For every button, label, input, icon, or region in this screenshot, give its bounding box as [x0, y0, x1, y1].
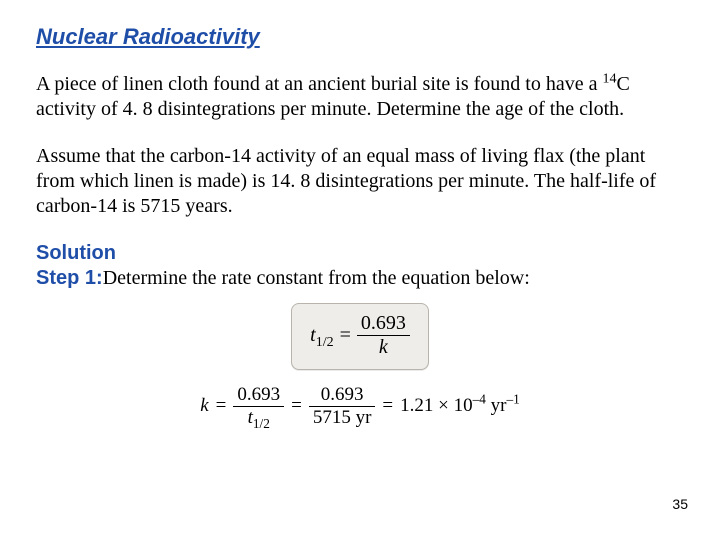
result-coeff: 1.21: [400, 395, 433, 416]
formula-fraction: 0.693 k: [357, 312, 410, 359]
solution-label: Solution: [36, 242, 116, 264]
problem-paragraph-2: Assume that the carbon-14 activity of an…: [36, 144, 684, 219]
calc-f2-num: 0.693: [309, 384, 376, 407]
half-life-formula-box: t1/2 = 0.693 k: [36, 303, 684, 370]
problem-text-1a: A piece of linen cloth found at an ancie…: [36, 73, 603, 95]
result-times: ×: [438, 395, 449, 416]
rate-constant-calculation: k = 0.693 t1/2 = 0.693 5715 yr = 1.21 × …: [36, 384, 684, 429]
equals-3: =: [382, 395, 393, 417]
result-base: 10: [454, 395, 473, 416]
formula-box: t1/2 = 0.693 k: [291, 303, 429, 370]
calc-fraction-2: 0.693 5715 yr: [309, 384, 376, 429]
formula-numerator: 0.693: [357, 312, 410, 336]
result-unit-exp: –1: [506, 392, 519, 407]
page-number: 35: [672, 496, 688, 512]
solution-block: Solution Step 1:Determine the rate const…: [36, 241, 684, 291]
t-half-lhs: t1/2: [310, 324, 333, 347]
equals-sign: =: [340, 324, 351, 347]
formula-denominator: k: [357, 336, 410, 359]
k-var: k: [200, 395, 208, 417]
calc-result: 1.21 × 10–4 yr–1: [400, 395, 520, 417]
step-1-text: Determine the rate constant from the equ…: [103, 267, 530, 289]
page-title: Nuclear Radioactivity: [36, 24, 684, 50]
formula-equation: t1/2 = 0.693 k: [310, 312, 410, 359]
t-half-sub-den: 1/2: [253, 416, 270, 431]
result-exponent: –4: [473, 392, 486, 407]
calc-f1-num: 0.693: [233, 384, 284, 407]
step-1-label: Step 1:: [36, 267, 103, 289]
c14-superscript: 14: [603, 71, 617, 86]
calc-fraction-1: 0.693 t1/2: [233, 384, 284, 429]
equals-1: =: [216, 395, 227, 417]
t-half-sub: 1/2: [316, 335, 334, 350]
calc-f1-den: t1/2: [233, 407, 284, 429]
calc-f2-den: 5715 yr: [309, 407, 376, 429]
problem-paragraph-1: A piece of linen cloth found at an ancie…: [36, 72, 684, 122]
equals-2: =: [291, 395, 302, 417]
result-unit: yr: [491, 395, 507, 416]
calc-equation: k = 0.693 t1/2 = 0.693 5715 yr = 1.21 × …: [200, 384, 520, 429]
